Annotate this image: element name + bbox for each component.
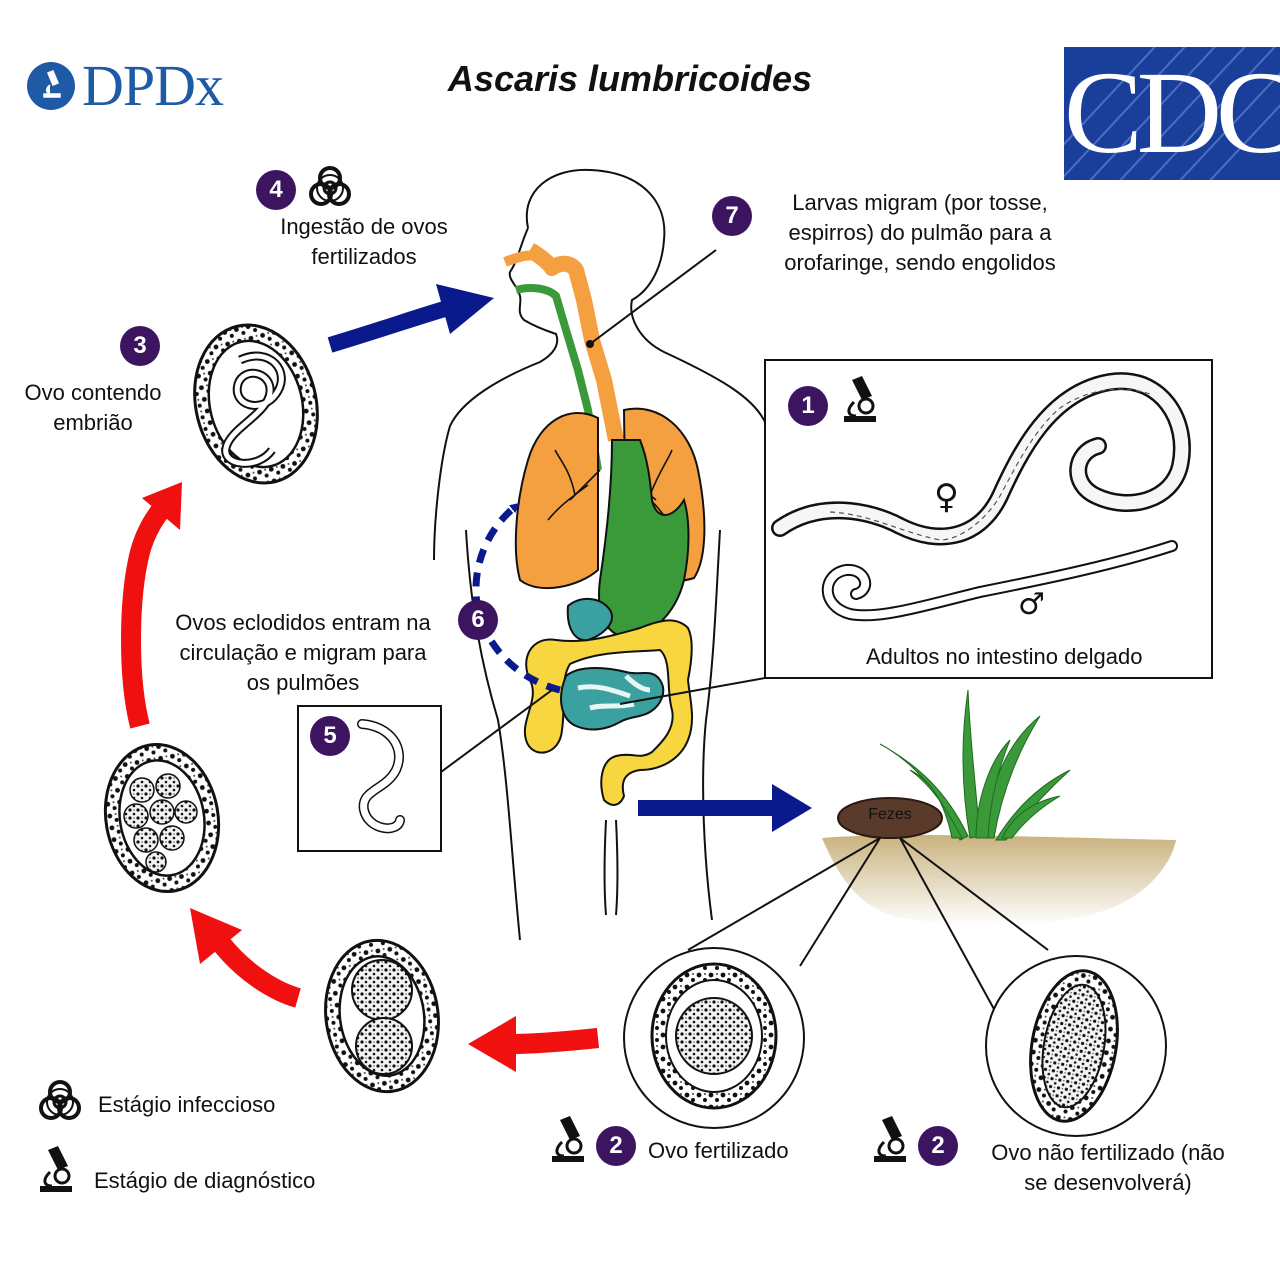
male-symbol: ♂ [1018,587,1045,622]
step-4-label-line2: fertilizados [311,244,417,269]
embryonated-egg [193,323,319,485]
step-6-label-line2: circulação e migram para [179,640,427,665]
stomach [598,439,690,638]
small-intestine [560,598,665,731]
step-2-unfertilized-label-line1: Ovo não fertilizado (não [991,1140,1225,1165]
cdc-logo-stripes [1064,47,1280,180]
biohazard-icon [39,1080,81,1120]
step-7-label-line3: orofaringe, sendo engolidos [784,250,1056,275]
fertilized-egg-magnified [623,947,805,1129]
step-7-label-line2: espirros) do pulmão para a [788,220,1052,245]
step-1-label: Adultos no intestino delgado [866,644,1143,669]
step-6-label-line3: os pulmões [246,670,360,695]
step-2-unfertilized-label: Ovo não fertilizado (não se desenvolverá… [962,1138,1254,1198]
diagram-title: Ascaris lumbricoides [447,58,813,99]
biohazard-icon [309,166,351,206]
cdc-logo-text: CDC [1064,47,1280,178]
large-intestine [523,619,694,806]
unfertilized-egg-magnified [985,955,1167,1137]
dpdx-logo-text: DPDx [82,53,224,118]
step-7-badge: 7 [712,196,752,236]
legend-infectious-label: Estágio infeccioso [98,1092,276,1117]
microscope-icon [552,1116,584,1162]
feces-label: Fezes [868,806,912,823]
step-4-label: Ingestão de ovos fertilizados [254,212,474,272]
female-symbol: ♀ [934,477,959,517]
microscope-icon [874,1116,906,1162]
step-3-label-line2: embrião [53,410,133,435]
dpdx-microscope-icon [27,62,75,110]
step-2-fertilized-label: Ovo fertilizado [648,1138,789,1163]
female-worm [771,372,1191,546]
step-3-badge: 3 [120,326,160,366]
microscope-icon [40,1146,72,1192]
excretion-arrow [638,784,812,832]
multicell-egg [103,742,221,894]
step7-pointer-line [589,249,717,345]
step-2-fertilized-badge: 2 [596,1126,636,1166]
adult-box-pointer-line [619,677,766,705]
step-3-label-line1: Ovo contendo [24,380,162,405]
red-arrow-soil-to-egg [468,1016,600,1072]
dpdx-logo: DPDx [26,53,224,118]
step-6-label-line1: Ovos eclodidos entram na [175,610,431,635]
male-worm [821,540,1178,622]
step-2-unfertilized-badge: 2 [918,1126,958,1166]
step-4-badge: 4 [256,170,296,210]
step-3-label: Ovo contendo embrião [0,378,186,438]
step-6-label: Ovos eclodidos entram na circulação e mi… [138,608,468,698]
larva-box-pointer-line [440,689,553,773]
esophagus [503,243,624,471]
red-arrow-to-embryonated [121,482,182,729]
step-7-label: Larvas migram (por tosse, espirros) do p… [752,188,1088,278]
human-body-outline [433,168,769,941]
cdc-logo: CDC [1064,47,1280,180]
ingestion-arrow [327,284,494,353]
step-7-label-line1: Larvas migram (por tosse, [792,190,1048,215]
step-2-unfertilized-label-line2: se desenvolverá) [1024,1170,1192,1195]
grass [879,689,1071,841]
red-arrow-egg-to-multicell [190,908,302,1008]
step-1-badge: 1 [788,386,828,426]
step-4-label-line1: Ingestão de ovos [280,214,448,239]
two-cell-egg [324,938,440,1094]
magnifier-lines [687,837,1049,1021]
legend-diagnostic-label: Estágio de diagnóstico [94,1168,316,1193]
step-5-badge: 5 [310,716,350,756]
microscope-icon [844,376,876,422]
feces-mound [837,797,943,839]
step-6-badge: 6 [458,600,498,640]
